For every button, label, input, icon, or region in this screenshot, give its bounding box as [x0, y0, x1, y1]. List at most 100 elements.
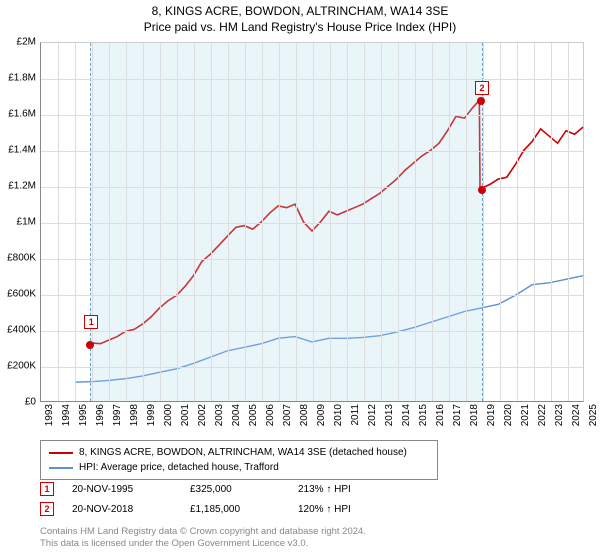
gridline-h: [41, 367, 583, 368]
y-axis-label: £1.2M: [0, 181, 36, 192]
x-axis-label: 1997: [112, 404, 123, 426]
sales-table: 120-NOV-1995£325,000213% ↑ HPI220-NOV-20…: [40, 482, 388, 522]
x-axis-label: 2017: [452, 404, 463, 426]
sale-delta: 120% ↑ HPI: [298, 504, 388, 515]
chart-container: 8, KINGS ACRE, BOWDON, ALTRINCHAM, WA14 …: [0, 0, 600, 560]
gridline-h: [41, 295, 583, 296]
gridline-v: [330, 43, 331, 401]
gridline-v: [432, 43, 433, 401]
gridline-h: [41, 151, 583, 152]
sale-number-box: 1: [40, 482, 54, 496]
x-axis-label: 2019: [486, 404, 497, 426]
gridline-v: [126, 43, 127, 401]
gridline-v: [296, 43, 297, 401]
x-axis-label: 1998: [129, 404, 140, 426]
continuation-dot: [478, 186, 486, 194]
x-axis-label: 2018: [469, 404, 480, 426]
x-axis-label: 1995: [78, 404, 89, 426]
sale-price: £325,000: [190, 484, 280, 495]
gridline-v: [279, 43, 280, 401]
x-axis-label: 2012: [367, 404, 378, 426]
x-axis-label: 2005: [248, 404, 259, 426]
sale-date: 20-NOV-1995: [72, 484, 172, 495]
gridline-v: [381, 43, 382, 401]
sale-marker-box: 1: [84, 315, 98, 329]
x-axis-label: 1993: [44, 404, 55, 426]
gridline-v: [449, 43, 450, 401]
gridline-h: [41, 223, 583, 224]
sale-marker-box: 2: [475, 81, 489, 95]
gridline-v: [500, 43, 501, 401]
y-axis-label: £400K: [0, 325, 36, 336]
x-axis-label: 2025: [588, 404, 599, 426]
x-axis-label: 2024: [571, 404, 582, 426]
y-axis-label: £200K: [0, 361, 36, 372]
x-axis-label: 2009: [316, 404, 327, 426]
gridline-v: [58, 43, 59, 401]
x-axis-label: 2011: [350, 404, 361, 426]
footnote-line1: Contains HM Land Registry data © Crown c…: [40, 526, 366, 538]
gridline-v: [364, 43, 365, 401]
titles: 8, KINGS ACRE, BOWDON, ALTRINCHAM, WA14 …: [0, 0, 600, 34]
x-axis-label: 1999: [146, 404, 157, 426]
title-subtitle: Price paid vs. HM Land Registry's House …: [0, 20, 600, 34]
y-axis-label: £1M: [0, 217, 36, 228]
x-axis-label: 2013: [384, 404, 395, 426]
gridline-v: [534, 43, 535, 401]
y-axis-label: £600K: [0, 289, 36, 300]
sale-delta: 213% ↑ HPI: [298, 484, 388, 495]
y-axis-label: £1.6M: [0, 109, 36, 120]
gridline-v: [313, 43, 314, 401]
legend-row: 8, KINGS ACRE, BOWDON, ALTRINCHAM, WA14 …: [49, 445, 429, 460]
plot-region: 12: [40, 42, 584, 402]
y-axis-label: £1.8M: [0, 73, 36, 84]
gridline-v: [398, 43, 399, 401]
gridline-v: [228, 43, 229, 401]
gridline-v: [75, 43, 76, 401]
gridline-v: [177, 43, 178, 401]
gridline-v: [245, 43, 246, 401]
x-axis-label: 2014: [401, 404, 412, 426]
x-axis-label: 2008: [299, 404, 310, 426]
gridline-h: [41, 79, 583, 80]
x-axis-label: 2023: [554, 404, 565, 426]
y-axis-label: £2M: [0, 37, 36, 48]
gridline-v: [347, 43, 348, 401]
y-axis-label: £1.4M: [0, 145, 36, 156]
sale-marker-dot: [477, 97, 485, 105]
gridline-v: [466, 43, 467, 401]
x-axis-label: 2020: [503, 404, 514, 426]
gridline-h: [41, 331, 583, 332]
y-axis-label: £0: [0, 397, 36, 408]
x-axis-label: 2001: [180, 404, 191, 426]
gridline-h: [41, 259, 583, 260]
gridline-v: [551, 43, 552, 401]
x-axis-label: 2007: [282, 404, 293, 426]
sale-marker-dot: [86, 341, 94, 349]
sale-price: £1,185,000: [190, 504, 280, 515]
gridline-v: [568, 43, 569, 401]
gridline-v: [517, 43, 518, 401]
footnote-line2: This data is licensed under the Open Gov…: [40, 538, 366, 550]
x-axis-label: 2016: [435, 404, 446, 426]
gridline-v: [262, 43, 263, 401]
footnote: Contains HM Land Registry data © Crown c…: [40, 526, 366, 551]
legend-swatch: [49, 467, 73, 469]
gridline-h: [41, 115, 583, 116]
x-axis-label: 2015: [418, 404, 429, 426]
legend-swatch: [49, 452, 73, 454]
gridline-v: [211, 43, 212, 401]
x-axis-label: 2006: [265, 404, 276, 426]
x-axis-label: 2004: [231, 404, 242, 426]
x-axis-label: 2003: [214, 404, 225, 426]
sale-row: 1 20-NOV-1995 £325,000 213% ↑ HPI: [40, 482, 388, 496]
x-axis-label: 2010: [333, 404, 344, 426]
legend-row: HPI: Average price, detached house, Traf…: [49, 460, 429, 475]
x-axis-label: 1994: [61, 404, 72, 426]
gridline-v: [415, 43, 416, 401]
x-axis-label: 2021: [520, 404, 531, 426]
x-axis-label: 2022: [537, 404, 548, 426]
y-axis-label: £800K: [0, 253, 36, 264]
title-address: 8, KINGS ACRE, BOWDON, ALTRINCHAM, WA14 …: [0, 4, 600, 18]
sale-date: 20-NOV-2018: [72, 504, 172, 515]
